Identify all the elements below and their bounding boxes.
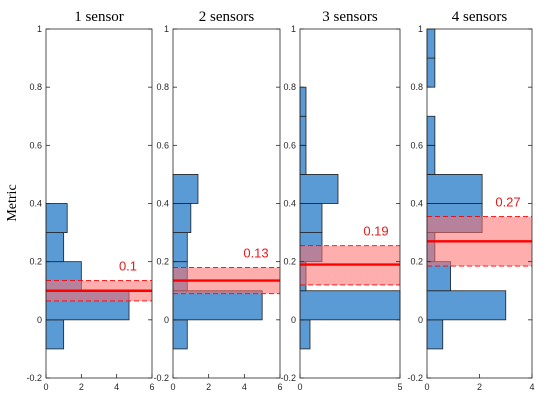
histogram-bar [172,203,192,233]
panel-title: 1 sensor [74,9,124,25]
panel-2: 0.13 0 2 4 6 2 sensors [170,9,282,392]
histogram-bar [426,144,436,175]
y-tick-label: 0.2 [283,257,296,267]
y-tick-label: 0.6 [283,140,296,150]
y-tick-labels: -0.2 0 0.2 0.4 0.6 0.8 1 -0.2 0 0.2 0.4 0.6 0.8 1 -0.2… [26,24,423,383]
y-axis-label: Metric [5,184,20,221]
y-tick-label: 0.8 [283,82,296,92]
y-tick-label: 1 [291,24,296,34]
y-tick-label: 0.6 [29,140,42,150]
y-tick-label: 0.2 [156,257,169,267]
y-tick-label: 0.4 [283,199,296,209]
mean-annotation: 0.27 [495,195,520,210]
x-tick-label: 0 [297,382,302,392]
y-tick-label: 0.4 [410,199,423,209]
y-tick-label: 0.8 [29,82,42,92]
y-tick-label: 0.6 [156,140,169,150]
histogram-bar [172,290,263,321]
panels: 0.1 0 2 4 6 1 sensor 0.13 0 2 4 6 2 sensors 0.19 0 5 3 … [43,9,534,392]
y-tick-label: 0.6 [410,140,423,150]
mean-annotation: 0.19 [363,224,388,239]
histogram-bar [426,115,436,146]
y-tick-label: 0.2 [410,257,423,267]
histogram-bar [426,57,436,88]
x-tick-label: 6 [277,382,282,392]
x-tick-label: 4 [242,382,247,392]
y-tick-label: 0 [37,315,42,325]
mean-annotation: 0.13 [243,245,268,260]
x-tick-label: 0 [43,382,48,392]
histogram-bar [299,144,307,175]
y-tick-label: 0.8 [156,82,169,92]
panel-1: 0.1 0 2 4 6 1 sensor [43,9,154,392]
x-tick-label: 2 [79,382,84,392]
histogram-bar [299,115,307,146]
panel-title: 2 sensors [199,9,255,25]
histogram-bar [426,319,444,350]
histogram-bar [299,203,323,233]
y-tick-label: -0.2 [153,373,169,383]
panel-3: 0.19 0 5 3 sensors [297,9,402,392]
histogram-bar [426,290,507,321]
x-tick-label: 4 [529,382,534,392]
histogram-bar [172,319,188,350]
histogram-bar [426,28,436,59]
x-tick-label: 2 [206,382,211,392]
x-tick-label: 2 [477,382,482,392]
y-tick-label: 1 [418,24,423,34]
histogram-bar [45,232,65,263]
y-tick-label: 0.4 [156,199,169,209]
panel-4: 0.27 0 2 4 4 sensors [424,9,534,392]
mean-annotation: 0.1 [119,259,137,274]
y-tick-label: 1 [164,24,169,34]
x-tick-label: 4 [114,382,119,392]
y-tick-label: 0 [164,315,169,325]
x-tick-label: 6 [149,382,154,392]
y-tick-label: 0.8 [410,82,423,92]
x-tick-label: 5 [397,382,402,392]
histogram-bar [172,232,188,263]
histogram-bar [299,319,311,350]
y-tick-label: 0 [291,315,296,325]
x-tick-label: 0 [170,382,175,392]
histogram-bar [299,174,339,204]
histogram-bar [426,174,483,204]
y-tick-label: 0.4 [29,199,42,209]
panel-title: 4 sensors [452,9,508,25]
panel-title: 3 sensors [322,9,378,25]
y-tick-label: -0.2 [280,373,296,383]
y-tick-label: 1 [37,24,42,34]
y-tick-label: 0.2 [29,257,42,267]
histogram-bar [45,319,65,350]
x-tick-label: 0 [424,382,429,392]
histogram-bar [45,203,68,233]
histogram-bar [172,174,199,204]
y-tick-label: 0 [418,315,423,325]
y-tick-label: -0.2 [26,373,42,383]
histogram-bar [299,86,307,117]
y-tick-label: -0.2 [407,373,423,383]
histogram-bar [299,290,401,321]
